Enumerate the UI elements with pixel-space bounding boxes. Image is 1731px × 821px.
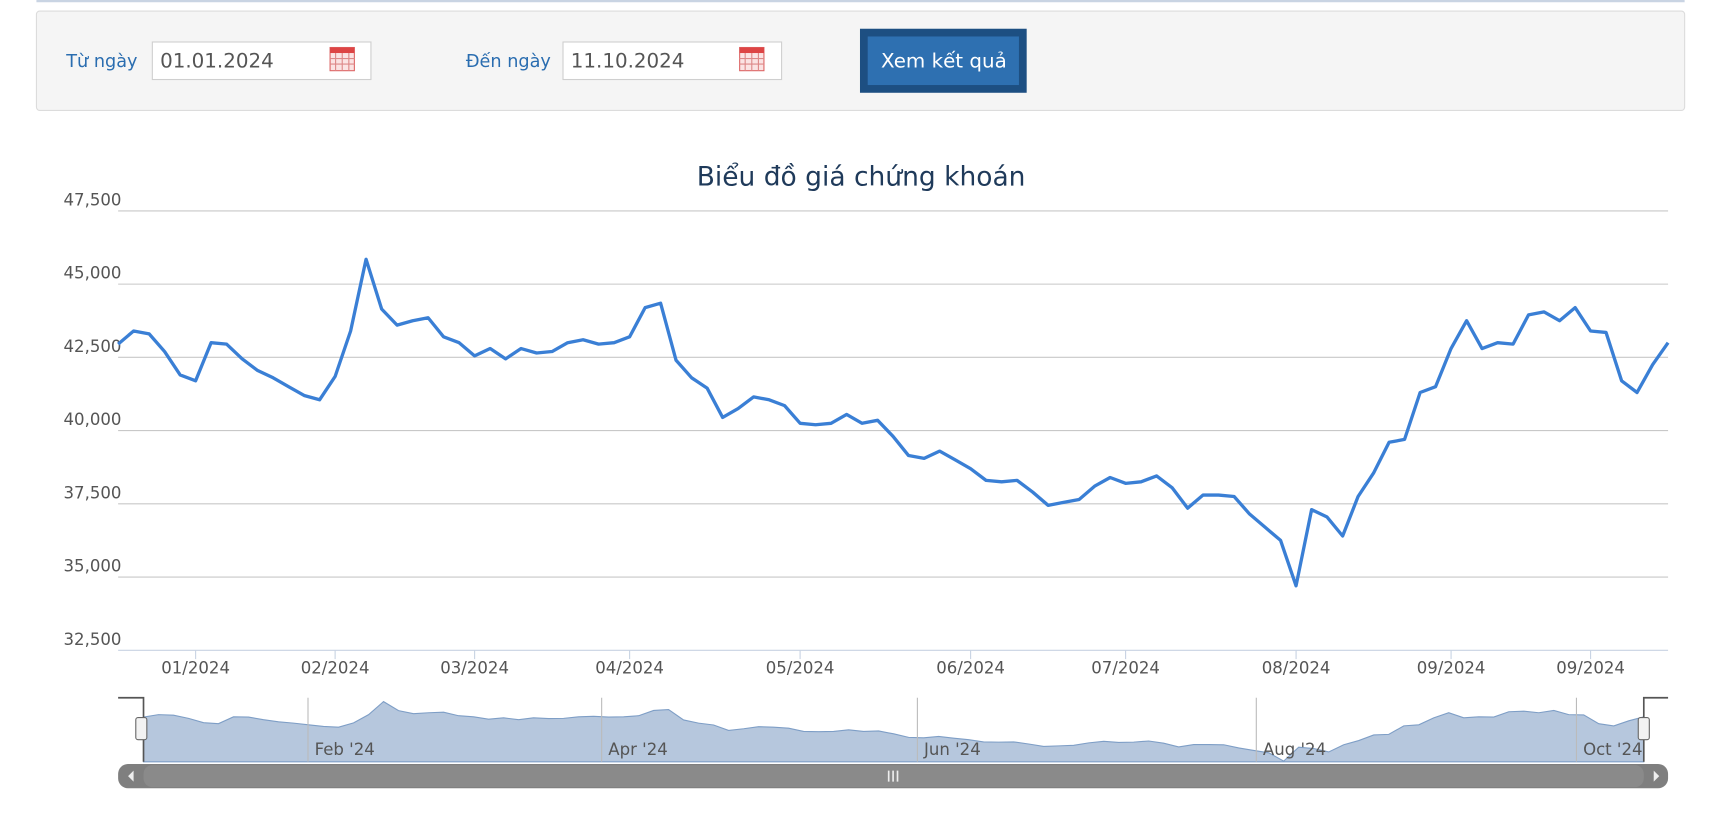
from-label: Từ ngày [65, 52, 137, 72]
y-tick-label: 45,000 [64, 264, 122, 283]
x-tick-label: 04/2024 [595, 659, 664, 678]
from-value: 01.01.2024 [160, 49, 274, 72]
navigator-area [142, 700, 1645, 763]
plot: 32,500 35,000 37,500 40,000 42,500 45,000 47,5… [64, 190, 1670, 789]
y-tick-label: 35,000 [64, 557, 122, 576]
x-tick-label: 08/2024 [1262, 659, 1331, 678]
submit-label: Xem kết quả [881, 49, 1007, 72]
to-value: 11.10.2024 [571, 49, 685, 72]
to-label: Đến ngày [466, 51, 551, 72]
navigator-frame [118, 696, 1669, 762]
x-tick-label: 01/2024 [161, 659, 230, 678]
navigator-handle [135, 717, 148, 741]
navigator-label: Aug '24 [1263, 740, 1326, 759]
navigator-label: Oct '24 [1583, 740, 1642, 759]
x-tick-label: 03/2024 [440, 659, 509, 678]
chart-title: Biểu đồ giá chứng khoán [697, 161, 1026, 192]
navigator-label: Jun '24 [923, 740, 981, 759]
x-tick-label: 09/2024 [1417, 659, 1486, 678]
navigator-label: Feb '24 [315, 740, 375, 759]
calendar-icon[interactable] [739, 46, 765, 72]
scrollbar-grip [887, 770, 899, 782]
y-tick-label: 37,500 [64, 483, 122, 502]
scroll-arrow-left [128, 770, 134, 782]
y-tick-label: 32,500 [64, 630, 122, 649]
x-tick-label: 09/2024 [1556, 659, 1625, 678]
navigator-handle [1637, 717, 1650, 741]
y-tick-label: 42,500 [64, 337, 122, 356]
scroll-arrow-right [1653, 770, 1660, 782]
navigator-label: Apr '24 [608, 740, 668, 759]
x-tick-label: 06/2024 [936, 659, 1005, 678]
submit-button-inner [867, 36, 1019, 86]
y-tick-label: 47,500 [64, 190, 122, 209]
price-line [117, 257, 1670, 588]
x-tick-label: 05/2024 [766, 659, 835, 678]
calendar-icon[interactable] [329, 46, 355, 72]
x-tick-label: 02/2024 [301, 659, 370, 678]
x-tick-label: 07/2024 [1091, 659, 1160, 678]
y-tick-label: 40,000 [64, 410, 122, 429]
